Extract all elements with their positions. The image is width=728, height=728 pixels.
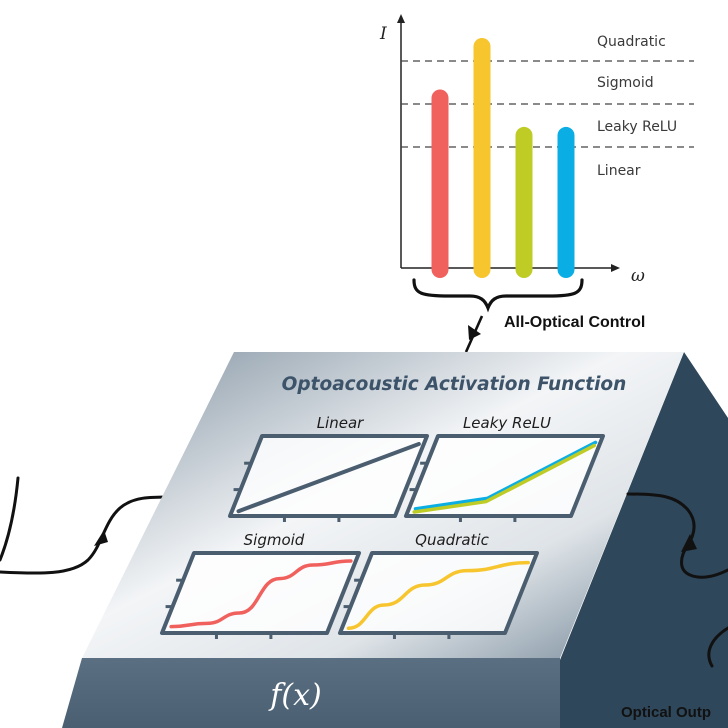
- x-axis-arrow-icon: [611, 264, 620, 272]
- output-waveguide: Optical Outp: [621, 492, 728, 721]
- input-waveguide: [0, 476, 180, 575]
- x-axis-label: ω: [631, 266, 645, 286]
- control-label: All-Optical Control: [504, 314, 645, 331]
- spectrum-bar-2: [473, 38, 491, 278]
- control-arrow-icon: [468, 325, 481, 340]
- level-label-linear: Linear: [597, 163, 641, 179]
- plot-title-quadratic: Quadratic: [415, 531, 489, 549]
- spectrum-bar-3: [515, 126, 533, 278]
- plot-curve-leaky-relu-2: [412, 443, 596, 514]
- spectrum-bar-1: [431, 89, 449, 278]
- spectrum-bars: [431, 38, 575, 278]
- level-label-sigmoid: Sigmoid: [597, 75, 654, 91]
- plot-curve-quadratic: [346, 560, 530, 630]
- plot-title-leaky-relu: Leaky ReLU: [463, 414, 551, 432]
- output-arrow-icon: [681, 534, 697, 552]
- input-arrow-icon: [94, 530, 108, 546]
- y-axis-arrow-icon: [397, 14, 405, 23]
- plot-title-linear: Linear: [317, 414, 364, 432]
- chip-front-face: [62, 658, 560, 728]
- output-label: Optical Outp: [621, 704, 711, 721]
- y-axis-label: I: [379, 24, 387, 44]
- chip-title: Optoacoustic Activation Function: [282, 374, 627, 395]
- plot-curve-leaky-relu-1: [413, 440, 598, 511]
- plot-curve-sigmoid: [169, 559, 353, 629]
- activation-chip: Optoacoustic Activation Function f(x) Li…: [62, 352, 728, 728]
- chip-formula: f(x): [268, 678, 321, 713]
- chip-side-face: [560, 352, 728, 728]
- plot-curve-linear: [236, 442, 421, 514]
- level-label-quadratic: Quadratic: [597, 34, 666, 50]
- spectrum-plot: I ω Quadratic Sigmoid Leaky ReLU Linear …: [379, 14, 694, 353]
- level-label-leaky-relu: Leaky ReLU: [597, 119, 677, 135]
- activation-plots: Linear Leaky ReLU Sigmoid Quadratic: [160, 414, 605, 639]
- spectrum-bar-4: [557, 126, 575, 278]
- curly-brace-icon: [412, 278, 584, 313]
- plot-title-sigmoid: Sigmoid: [244, 531, 305, 549]
- plot-frame-leaky-relu: [404, 434, 605, 518]
